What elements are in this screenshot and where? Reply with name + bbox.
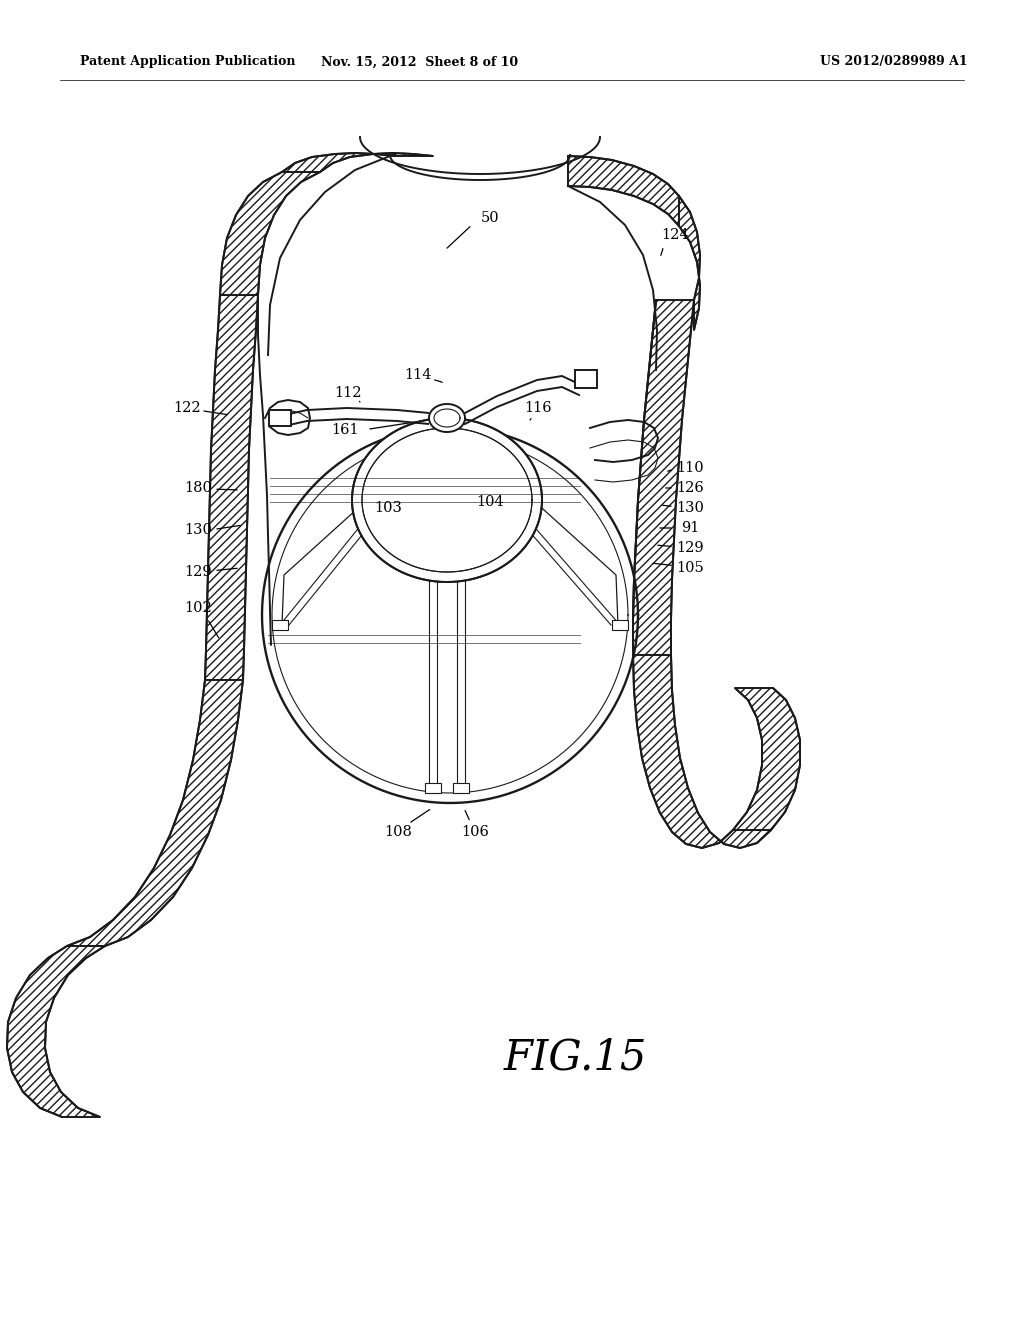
- Polygon shape: [205, 294, 258, 680]
- Text: 126: 126: [676, 480, 703, 495]
- Text: 124: 124: [662, 228, 689, 242]
- Polygon shape: [429, 404, 465, 432]
- Text: 102: 102: [184, 601, 212, 615]
- Polygon shape: [568, 156, 679, 226]
- Text: 108: 108: [384, 825, 412, 840]
- FancyBboxPatch shape: [425, 783, 441, 793]
- Polygon shape: [282, 153, 433, 172]
- FancyBboxPatch shape: [272, 620, 288, 630]
- Polygon shape: [352, 418, 542, 582]
- Text: 180: 180: [184, 480, 212, 495]
- FancyBboxPatch shape: [453, 783, 469, 793]
- Text: 104: 104: [476, 495, 504, 510]
- Text: 122: 122: [173, 401, 201, 414]
- Text: 105: 105: [676, 561, 703, 576]
- Text: 91: 91: [681, 521, 699, 535]
- Text: 112: 112: [334, 385, 361, 400]
- Text: 110: 110: [676, 461, 703, 475]
- Text: 114: 114: [404, 368, 432, 381]
- Polygon shape: [7, 946, 105, 1117]
- Text: Nov. 15, 2012  Sheet 8 of 10: Nov. 15, 2012 Sheet 8 of 10: [322, 55, 518, 69]
- Text: 50: 50: [480, 211, 500, 224]
- Text: 103: 103: [374, 502, 402, 515]
- Text: FIG.15: FIG.15: [504, 1038, 647, 1078]
- Text: 129: 129: [184, 565, 212, 579]
- FancyBboxPatch shape: [269, 411, 291, 426]
- Text: 130: 130: [184, 523, 212, 537]
- FancyBboxPatch shape: [612, 620, 628, 630]
- Text: 161: 161: [331, 422, 358, 437]
- Polygon shape: [633, 300, 694, 655]
- Polygon shape: [220, 172, 319, 294]
- Text: 130: 130: [676, 502, 703, 515]
- Polygon shape: [733, 688, 800, 830]
- Text: 129: 129: [676, 541, 703, 554]
- Text: 116: 116: [524, 401, 552, 414]
- Text: US 2012/0289989 A1: US 2012/0289989 A1: [820, 55, 968, 69]
- Polygon shape: [679, 195, 700, 330]
- Polygon shape: [633, 655, 771, 847]
- Polygon shape: [67, 680, 243, 946]
- FancyBboxPatch shape: [575, 370, 597, 388]
- Text: Patent Application Publication: Patent Application Publication: [80, 55, 296, 69]
- Text: 106: 106: [461, 825, 488, 840]
